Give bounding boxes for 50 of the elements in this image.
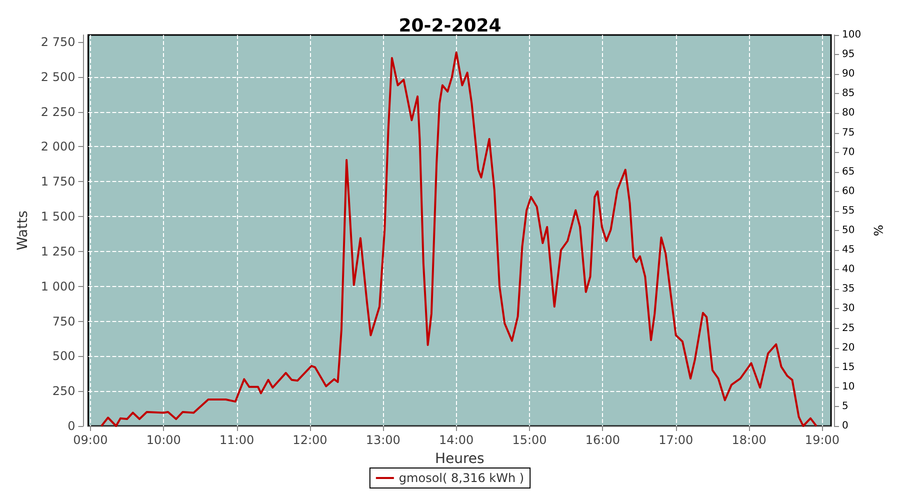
x-axis-title: Heures xyxy=(434,451,484,467)
y-tick-label: 0 xyxy=(68,419,76,433)
y2-tick-label: 90 xyxy=(842,68,855,80)
y-tick-label: 1 750 xyxy=(40,174,76,189)
y2-tick-label: 35 xyxy=(842,284,855,295)
y2-tick-label: 75 xyxy=(842,127,855,138)
y-tick-label: 750 xyxy=(52,314,76,328)
y2-tick-label: 45 xyxy=(842,244,855,256)
y-axis-title: Watts xyxy=(15,210,31,250)
y-tick-label: 1 250 xyxy=(40,244,76,258)
y-tick-label: 250 xyxy=(52,384,76,398)
y2-tick-label: 80 xyxy=(842,108,855,119)
y2-tick-label: 25 xyxy=(842,322,855,334)
legend-label: gmosol( 8,316 kWh ) xyxy=(398,471,524,485)
y2-tick-label: 5 xyxy=(842,400,848,412)
x-tick-label: 11:00 xyxy=(220,433,254,447)
y2-tick-label: 65 xyxy=(842,166,855,178)
y2-tick-label: 50 xyxy=(842,225,855,236)
x-tick-label: 15:00 xyxy=(512,433,547,447)
y-tick-label: 500 xyxy=(52,349,76,364)
y-tick-label: 2 500 xyxy=(40,70,76,84)
y-tick-label: 1 500 xyxy=(40,210,76,224)
y2-tick-label: 15 xyxy=(842,362,855,373)
y-tick-label: 1 000 xyxy=(40,279,76,294)
y2-tick-label: 100 xyxy=(842,30,862,40)
y-tick-label: 2 000 xyxy=(40,140,76,154)
x-tick-label: 18:00 xyxy=(732,433,766,447)
chart-title: 20-2-2024 xyxy=(398,16,502,36)
x-tick-label: 19:00 xyxy=(804,433,840,447)
x-tick-label: 16:00 xyxy=(585,433,620,447)
y2-tick-label: 30 xyxy=(842,303,855,314)
y2-tick-label: 85 xyxy=(842,88,855,100)
y2-tick-label: 70 xyxy=(842,146,855,158)
x-tick-label: 13:00 xyxy=(366,433,400,447)
y2-tick-label: 10 xyxy=(842,381,855,392)
x-tick-label: 10:00 xyxy=(146,433,181,447)
x-tick-label: 14:00 xyxy=(439,433,474,447)
x-tick-label: 09:00 xyxy=(73,433,108,447)
y2-tick-label: 55 xyxy=(842,205,855,216)
y2-axis-title: % xyxy=(871,224,885,236)
y2-tick-label: 40 xyxy=(842,264,855,276)
line-series xyxy=(100,51,818,427)
y-tick-label: 2 750 xyxy=(40,34,76,49)
x-tick-label: 12:00 xyxy=(292,433,328,447)
y2-tick-label: 95 xyxy=(842,49,855,60)
y2-tick-label: 20 xyxy=(842,342,855,354)
y2-tick-label: 0 xyxy=(842,420,848,432)
y2-tick-label: 60 xyxy=(842,186,855,197)
y-tick-label: 2 250 xyxy=(40,104,76,119)
x-tick-label: 17:00 xyxy=(658,433,694,447)
